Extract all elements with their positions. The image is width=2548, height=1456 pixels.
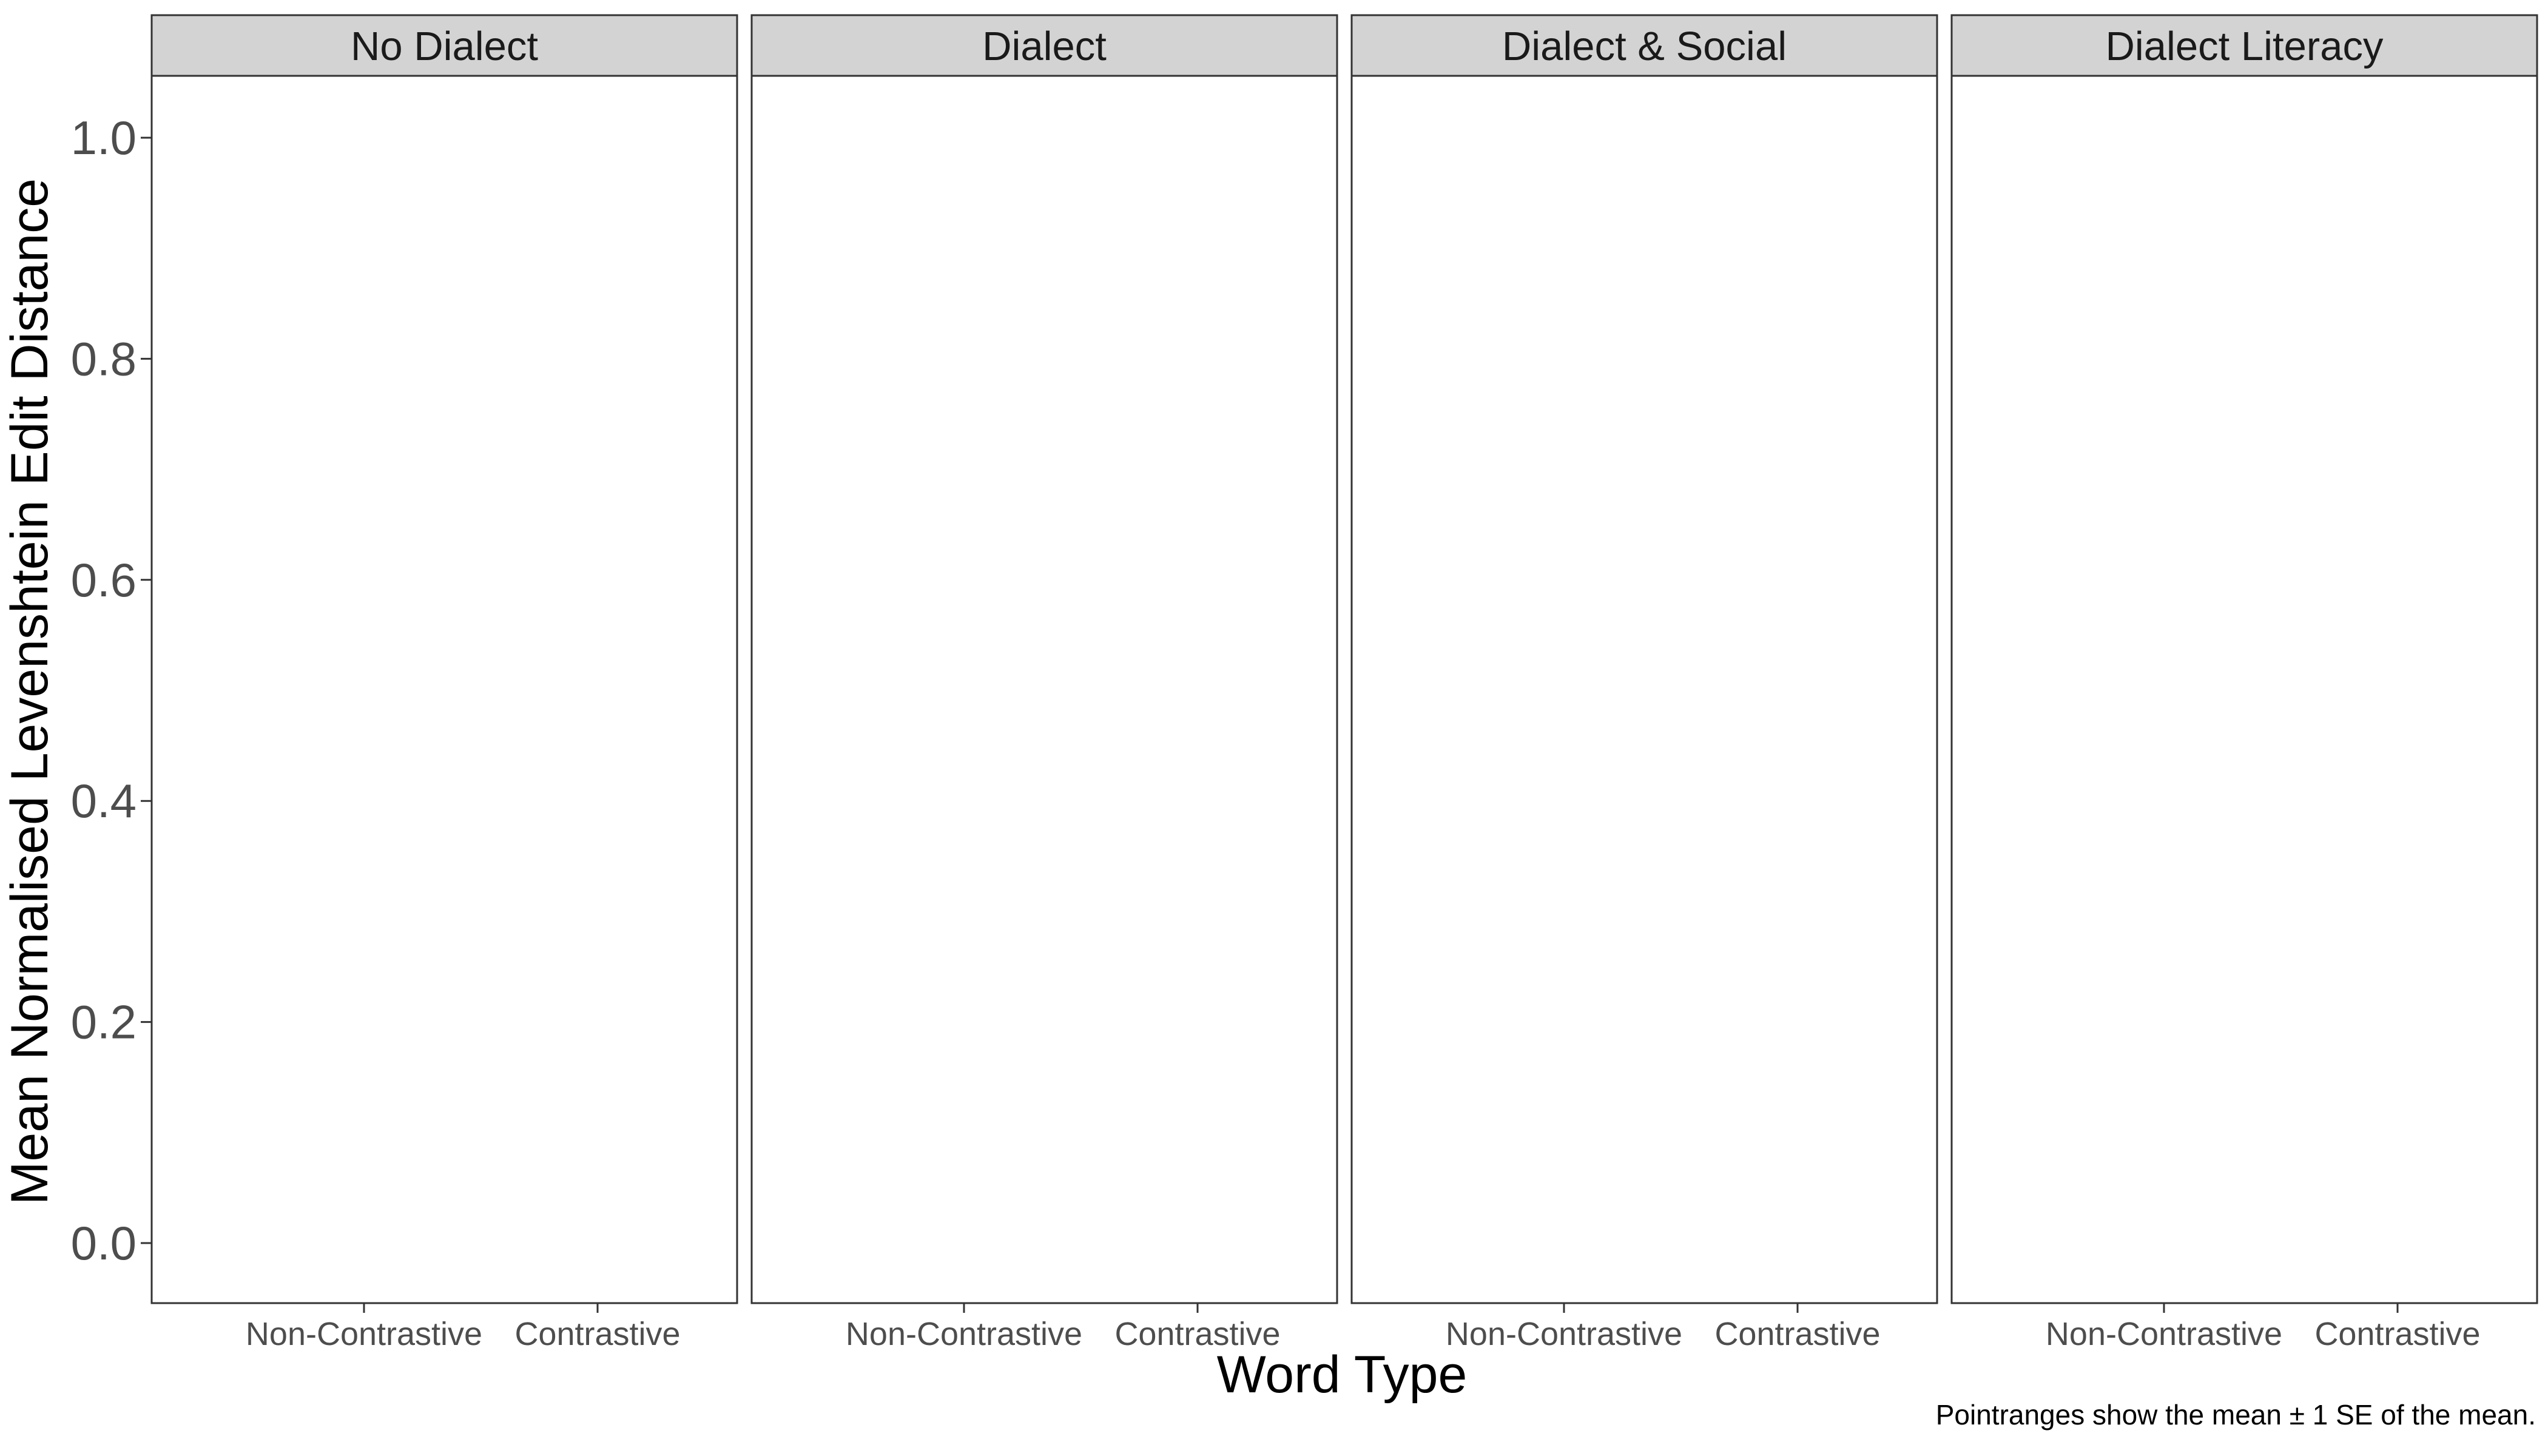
facet-strip bbox=[1950, 14, 2538, 77]
x-tick-label: Contrastive bbox=[1714, 1316, 1880, 1352]
x-tick-label: Non-Contrastive bbox=[1446, 1316, 1682, 1352]
caption: Pointranges show the mean ± 1 SE of the … bbox=[1936, 1399, 2536, 1431]
x-axis-title: Word Type bbox=[1217, 1346, 1468, 1404]
y-tick-label: 0.8 bbox=[71, 332, 136, 385]
facet-strip-label: Dialect bbox=[982, 24, 1107, 69]
facet-panel-dialect-literacy: Dialect Literacy Non-Contrastive Contrasti… bbox=[1950, 14, 2538, 1352]
y-tick-label: 0.4 bbox=[71, 774, 136, 827]
panel-border bbox=[1950, 75, 2538, 1304]
x-tick-label: Non-Contrastive bbox=[2046, 1316, 2282, 1352]
panel-border bbox=[750, 75, 1338, 1304]
x-tick-label: Contrastive bbox=[2314, 1316, 2480, 1352]
facet-strip bbox=[150, 14, 738, 77]
facet-strip bbox=[750, 14, 1338, 77]
facet-strip-label: No Dialect bbox=[351, 24, 538, 69]
x-tick-label: Contrastive bbox=[1114, 1316, 1280, 1352]
x-tick-label: Non-Contrastive bbox=[846, 1316, 1082, 1352]
x-tick-label: Contrastive bbox=[514, 1316, 680, 1352]
facet-panel-dialect: Dialect Non-Contrastive Contrastive bbox=[750, 14, 1338, 1352]
y-tick-label: 0.0 bbox=[71, 1216, 136, 1270]
facet-panel-no-dialect: No Dialect Non-Contrastive Contrastive bbox=[150, 14, 738, 1352]
y-tick-label: 0.2 bbox=[71, 996, 136, 1049]
y-tick-label: 1.0 bbox=[71, 111, 136, 164]
y-axis-title: Mean Normalised Levenshtein Edit Distanc… bbox=[1, 178, 59, 1205]
x-tick-label: Non-Contrastive bbox=[246, 1316, 482, 1352]
y-axis: 0.0 0.2 0.4 0.6 0.8 1.0 bbox=[71, 111, 152, 1270]
y-tick-label: 0.6 bbox=[71, 553, 136, 607]
panel-border bbox=[1350, 75, 1938, 1304]
facet-strip-label: Dialect Literacy bbox=[2105, 24, 2384, 69]
facet-panel-dialect-and-social: Dialect & Social Non-Contrastive Contrasti… bbox=[1350, 14, 1938, 1352]
facet-strip-label: Dialect & Social bbox=[1502, 24, 1787, 69]
panel-border bbox=[150, 75, 738, 1304]
